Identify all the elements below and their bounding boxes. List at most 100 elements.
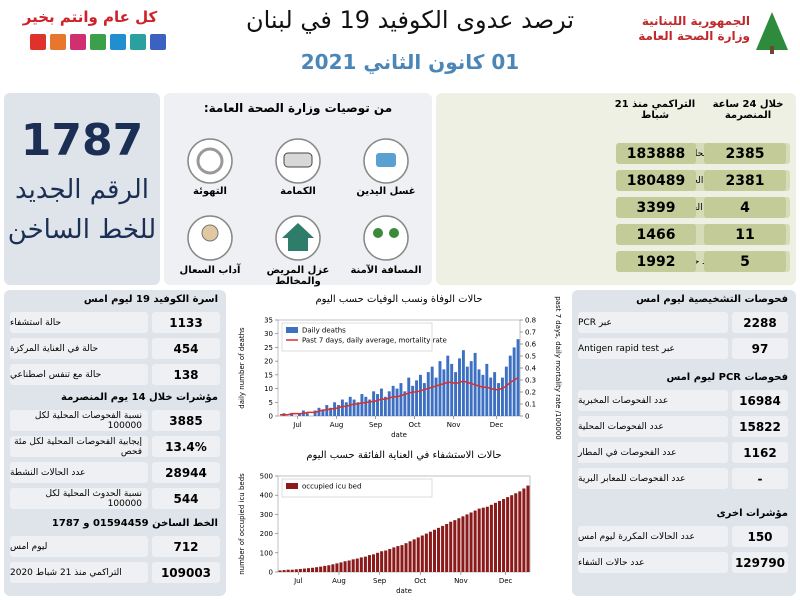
bar xyxy=(347,560,351,572)
bar xyxy=(419,374,422,416)
legend-label: Past 7 days, daily average, mortality ra… xyxy=(302,337,447,345)
bar xyxy=(364,396,368,416)
right-column: فحوصات التشخيصية ليوم امس عبر PCR 2288 عبر … xyxy=(572,290,796,596)
row-value: 150 xyxy=(732,526,788,547)
bar xyxy=(434,377,438,416)
y-tick-label: 10 xyxy=(264,385,273,393)
bar xyxy=(286,569,290,572)
bar xyxy=(290,569,294,572)
bar xyxy=(493,502,497,572)
bar xyxy=(344,402,348,416)
row-value: 2288 xyxy=(732,312,788,333)
date: 01 كانون الثاني 2021 xyxy=(300,50,520,74)
bar xyxy=(411,385,415,416)
row-label: عدد الفحوصات المخبرية xyxy=(578,390,728,411)
bar xyxy=(399,383,403,416)
summary-day: 4 xyxy=(704,197,786,218)
row-value: 1162 xyxy=(732,442,788,463)
bar xyxy=(445,524,449,572)
bar xyxy=(512,347,516,416)
ministry-line: وزارة الصحة العامة xyxy=(638,29,750,43)
recommendation-label: المسافة الآمنة xyxy=(350,265,422,276)
section-title: فحوصات PCR ليوم امس xyxy=(666,372,788,383)
chart-title: حالات الاستشفاء في العناية الفائقة حسب ا… xyxy=(306,450,501,461)
bar xyxy=(450,363,454,416)
row-label: التراكمي منذ 21 شباط 2020 xyxy=(10,562,148,583)
bar xyxy=(337,405,340,416)
summary-day: 11 xyxy=(704,224,786,245)
bar xyxy=(504,366,508,416)
legend-label: occupied icu bed xyxy=(302,483,361,491)
bar xyxy=(465,366,469,416)
hotline-line: للخط الساخن xyxy=(7,215,157,245)
summary-header: خلال 24 ساعة المنصرمة xyxy=(712,99,784,121)
bar xyxy=(331,564,335,572)
bar xyxy=(477,508,481,572)
row-value: 28944 xyxy=(152,462,220,483)
bar xyxy=(465,514,469,572)
y-tick-label: 20 xyxy=(264,358,273,366)
recommendation-icons xyxy=(187,138,409,261)
bar xyxy=(290,413,294,416)
bar xyxy=(489,377,493,416)
bar xyxy=(305,413,309,416)
bar xyxy=(420,535,424,572)
bar xyxy=(298,568,302,572)
summary-day: 5 xyxy=(704,251,786,272)
row-label: حالة مع تنفس اصطناعي xyxy=(10,364,148,385)
y-tick-label: 30 xyxy=(264,330,273,338)
y2-tick-label: 0.5 xyxy=(525,353,536,361)
x-axis-label: date xyxy=(391,431,407,439)
bar xyxy=(388,548,392,572)
x-tick-label: Sep xyxy=(373,577,387,585)
x-tick-label: Jul xyxy=(293,577,303,585)
section-title: فحوصات التشخيصية ليوم امس xyxy=(636,294,788,305)
bar xyxy=(403,391,407,416)
row-label: نسبة الحدوث المحلية لكل 100000 xyxy=(10,488,148,509)
line xyxy=(279,376,519,416)
bar xyxy=(315,567,319,572)
y-tick-label: 25 xyxy=(264,344,273,352)
summary-total: 3399 xyxy=(616,197,696,218)
y-tick-label: 35 xyxy=(264,317,273,325)
row-value: 138 xyxy=(152,364,220,385)
row-label: عدد الحالات المكررة ليوم امس xyxy=(578,526,728,547)
y-tick-label: 200 xyxy=(260,530,273,538)
bar xyxy=(404,543,408,572)
bar xyxy=(400,545,404,572)
bar xyxy=(321,410,325,416)
bar xyxy=(311,567,315,572)
recommendation-label: الكمامة xyxy=(280,186,316,197)
y-axis-label: number of occupied icu beds xyxy=(238,473,246,575)
bar xyxy=(441,525,445,572)
summary-day: 2385 xyxy=(704,143,786,164)
bar xyxy=(506,497,510,572)
recommendations-panel: من توصيات وزارة الصحة العامة: غسل اليدين… xyxy=(164,93,432,287)
recommendation-label: عزل المريض والمخالط xyxy=(266,265,330,287)
bar xyxy=(363,556,367,572)
x-tick-label: Nov xyxy=(447,421,461,429)
bar xyxy=(376,394,379,416)
row-value: 16984 xyxy=(732,390,788,411)
y2-tick-label: 0.3 xyxy=(525,377,536,385)
y-tick-label: 0 xyxy=(269,413,273,421)
y-tick-label: 400 xyxy=(260,492,273,500)
bar xyxy=(449,521,453,572)
row-label: عبر PCR xyxy=(578,312,728,333)
bar xyxy=(461,516,465,572)
bar xyxy=(387,391,391,416)
y-tick-label: 300 xyxy=(260,511,273,519)
summary-total: 180489 xyxy=(616,170,696,191)
row-label: عدد الفحوصات للمعابر البرية xyxy=(578,468,728,489)
bar xyxy=(302,568,306,572)
bar xyxy=(368,399,372,416)
bar xyxy=(437,527,441,572)
legend-box xyxy=(281,478,433,498)
bar xyxy=(508,355,512,416)
section-title: اسرة الكوفيد 19 ليوم امس xyxy=(83,294,218,305)
x-axis-label: date xyxy=(396,587,412,595)
bar xyxy=(461,350,465,416)
bar xyxy=(502,499,506,572)
bar xyxy=(422,383,426,416)
